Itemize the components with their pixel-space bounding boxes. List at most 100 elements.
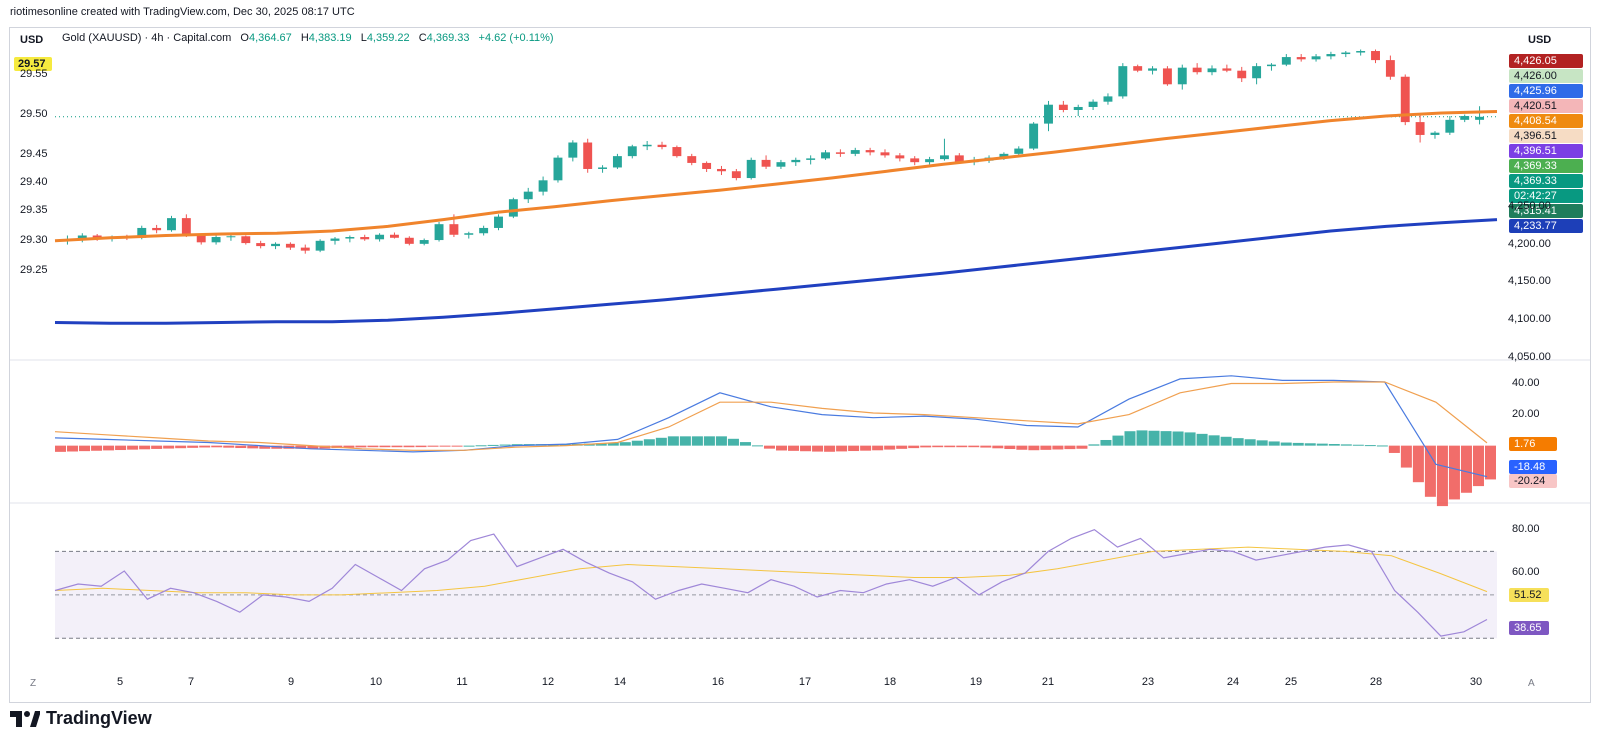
macd-histogram-bar <box>1400 445 1412 468</box>
left-axis-badge: 29.57 <box>14 57 52 71</box>
chart-frame <box>9 27 1591 703</box>
price-label: 4,408.54 <box>1509 114 1583 128</box>
left-axis-tick: 29.55 <box>20 68 48 80</box>
candle-body <box>330 238 340 241</box>
candle-body <box>300 247 310 251</box>
candle-body <box>1267 64 1276 67</box>
time-axis-tick: 11 <box>456 676 468 688</box>
candle-body <box>1073 106 1083 110</box>
right-currency[interactable]: USD <box>1528 34 1552 46</box>
macd-histogram-bar <box>836 445 848 452</box>
price-tick: 4,150.00 <box>1508 275 1551 288</box>
macd-histogram-bar <box>631 440 643 446</box>
macd-histogram-bar <box>1436 445 1448 507</box>
candle-body <box>835 152 845 154</box>
candle-body <box>137 227 147 238</box>
zoom-button[interactable]: Z <box>30 678 37 689</box>
macd-value-label: -20.24 <box>1509 474 1557 488</box>
symbol-info[interactable]: Gold (XAUUSD) · 4h · Capital.com O4,364.… <box>62 32 554 44</box>
macd-histogram-bar <box>691 436 703 446</box>
macd-histogram-bar <box>1472 445 1484 487</box>
candle-body <box>1475 116 1485 120</box>
price-label: 4,425.96 <box>1509 84 1583 98</box>
macd-histogram-bar <box>355 445 367 448</box>
macd-line <box>54 375 1488 478</box>
candle-body <box>776 162 786 167</box>
candle-body <box>434 224 444 241</box>
macd-histogram-bar <box>1028 445 1040 451</box>
candle-body <box>1445 119 1455 133</box>
candle-body <box>717 168 726 172</box>
macd-histogram-bar <box>1076 445 1088 449</box>
candle-body <box>1400 76 1410 123</box>
high-label: H <box>300 32 309 44</box>
left-currency[interactable]: USD <box>20 34 44 46</box>
candle-body <box>702 162 712 169</box>
price-tick: 4,200.00 <box>1508 237 1551 250</box>
candle-body <box>1192 67 1202 73</box>
candle-body <box>508 199 518 217</box>
candle-body <box>538 180 548 192</box>
candle-body <box>880 152 890 156</box>
candle-body <box>999 153 1009 158</box>
macd-histogram-bar <box>1064 445 1076 450</box>
time-axis-tick: 23 <box>1141 676 1155 688</box>
macd-histogram-bar <box>968 445 980 448</box>
candle-body <box>1281 57 1291 65</box>
candle-body <box>642 144 652 147</box>
price-label: 4,233.77 <box>1509 219 1583 233</box>
macd-histogram-bar <box>1316 443 1328 446</box>
macd-histogram-bar <box>1460 445 1472 493</box>
macd-histogram-bar <box>800 445 812 452</box>
macd-histogram-bar <box>475 445 487 447</box>
macd-histogram-bar <box>511 444 523 446</box>
macd-histogram-bar <box>715 436 727 446</box>
candle-body <box>1148 68 1158 71</box>
time-axis-tick: 9 <box>287 676 295 688</box>
macd-histogram-bar <box>1256 440 1268 446</box>
macd-histogram-bar <box>1352 444 1364 446</box>
macd-histogram-bar <box>1220 436 1232 446</box>
candle-body <box>895 155 905 159</box>
candle-body <box>523 191 533 200</box>
price-label: 4,426.05 <box>1509 54 1583 68</box>
candle-body <box>77 235 87 240</box>
candle-body <box>583 142 593 169</box>
macd-histogram-bar <box>1448 445 1460 500</box>
macd-histogram-bar <box>956 445 968 448</box>
candle-body <box>1237 70 1247 79</box>
price-label: 4,426.00 <box>1509 69 1583 83</box>
macd-histogram-bar <box>439 445 451 447</box>
macd-histogram-bar <box>403 445 415 448</box>
macd-histogram-bar <box>619 442 631 446</box>
candle-body <box>196 235 206 243</box>
macd-histogram-bar <box>788 445 800 451</box>
time-axis-tick: 10 <box>369 676 383 688</box>
macd-histogram-bar <box>703 436 715 446</box>
candle-body <box>271 243 280 247</box>
candle-body <box>954 155 964 163</box>
rsi-value-label: 51.52 <box>1509 588 1549 602</box>
macd-histogram-bar <box>79 445 91 452</box>
macd-histogram-bar <box>1112 435 1124 446</box>
macd-histogram-bar <box>415 445 427 448</box>
left-axis-tick: 29.25 <box>20 264 48 276</box>
candle-body <box>419 240 429 244</box>
macd-histogram-bar <box>884 445 896 450</box>
macd-histogram-bar <box>812 445 824 452</box>
price-tick: 4,250.00 <box>1508 199 1551 212</box>
macd-histogram-bar <box>1016 445 1028 450</box>
macd-histogram-bar <box>655 437 667 446</box>
auto-scale-button[interactable]: A <box>1528 678 1535 689</box>
time-axis-tick: 5 <box>116 676 124 688</box>
macd-histogram-bar <box>223 445 235 448</box>
candle-body <box>360 237 370 240</box>
macd-histogram-bar <box>295 445 307 449</box>
macd-histogram-bar <box>103 445 115 451</box>
time-axis-tick: 12 <box>541 676 555 688</box>
macd-histogram-bar <box>595 443 607 446</box>
change-value: +4.62 (+0.11%) <box>478 32 554 44</box>
candle-body <box>479 227 489 234</box>
candle-body <box>1014 148 1024 154</box>
